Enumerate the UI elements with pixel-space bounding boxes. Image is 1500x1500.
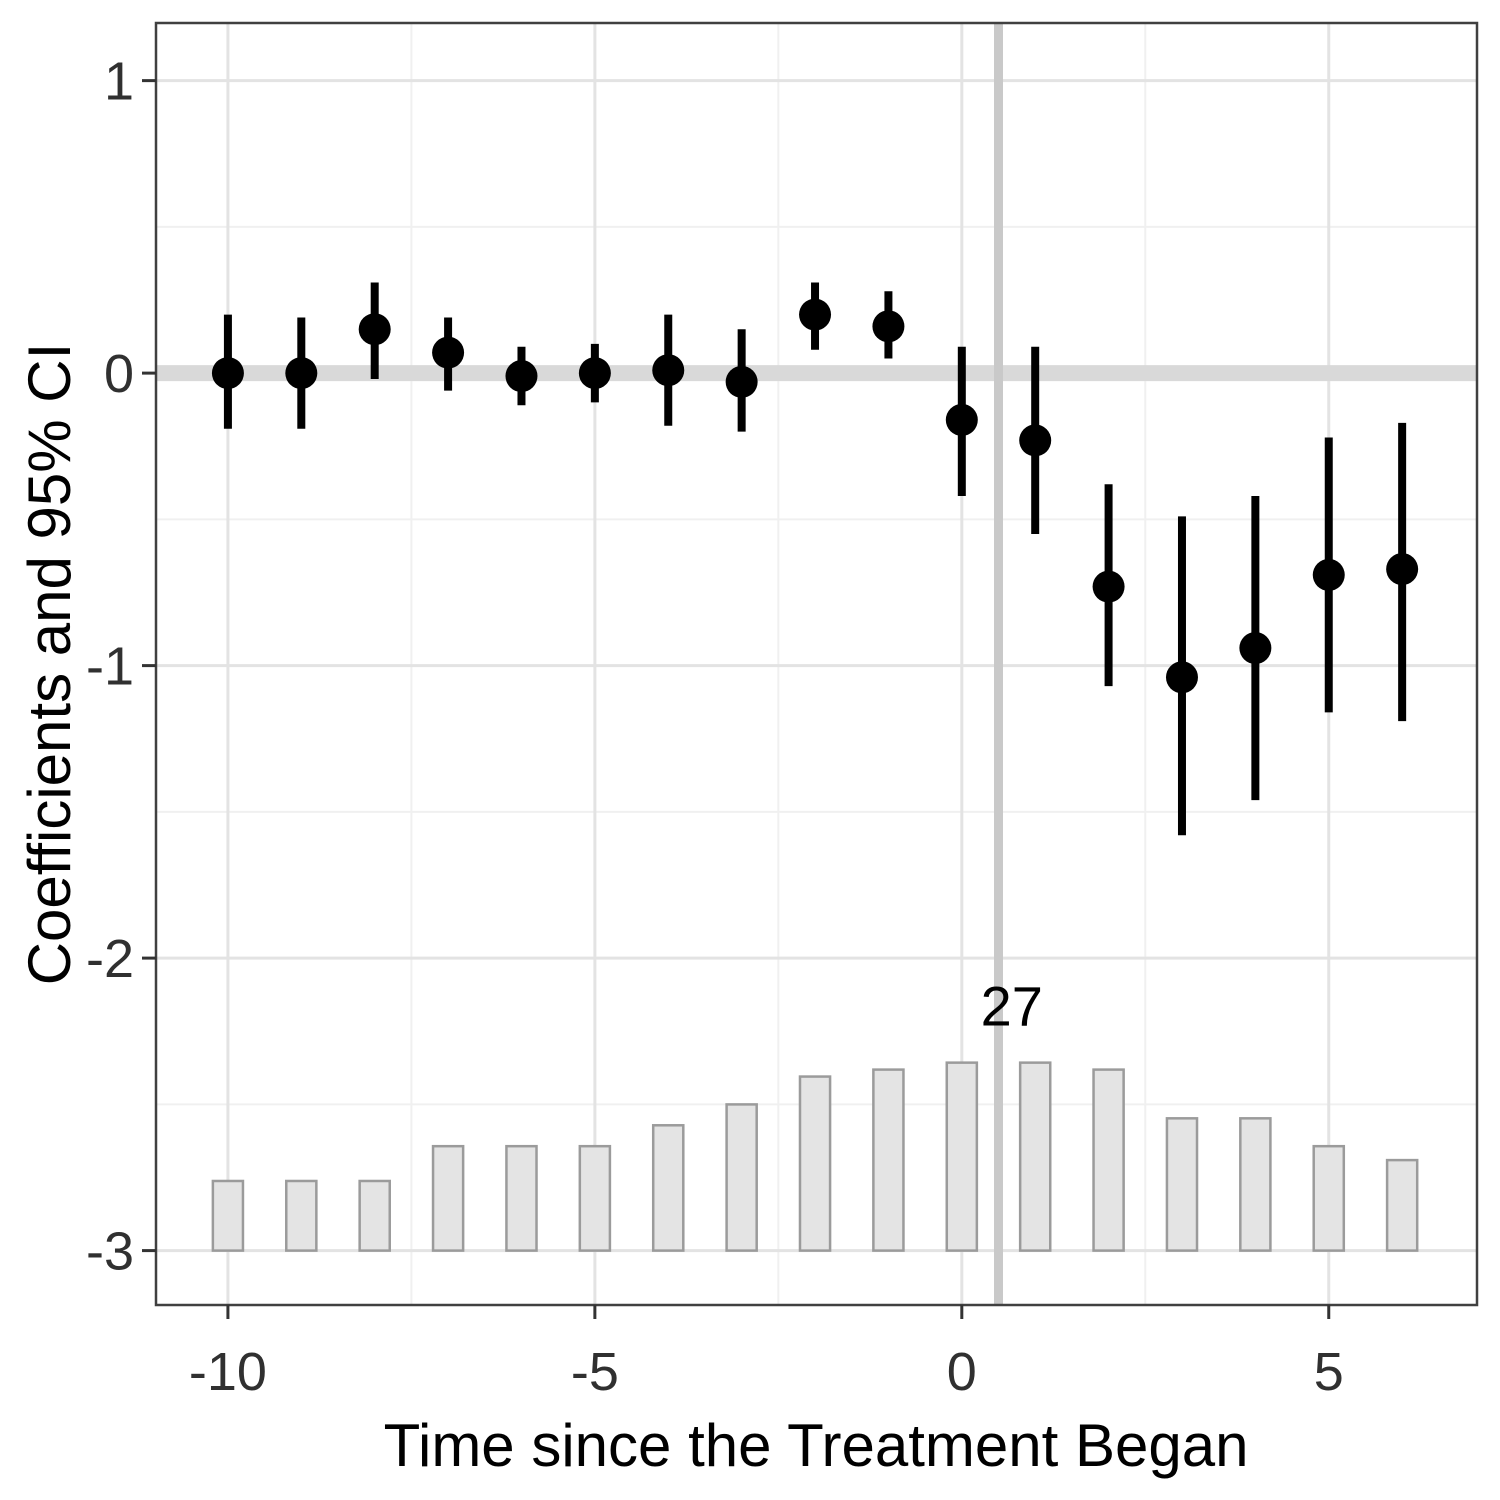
- treated-units-histogram-bar: [1165, 1117, 1199, 1252]
- y-tick-label: 1: [104, 52, 134, 112]
- coefficient-point: [799, 298, 832, 331]
- coefficient-point: [285, 357, 318, 390]
- coefficient-point: [505, 360, 538, 393]
- coefficient-point: [1239, 632, 1272, 665]
- treated-units-histogram-bar: [798, 1075, 832, 1252]
- treated-units-histogram-bar: [945, 1061, 979, 1252]
- coefficient-point: [1092, 570, 1125, 603]
- axes-layer: -10 -5 0 510-1-2-3: [86, 21, 1479, 1402]
- treated-units-histogram-bar: [725, 1103, 758, 1252]
- annotation-layer: 27: [981, 974, 1043, 1037]
- treated-units-histogram-bar: [285, 1179, 318, 1252]
- treated-units-histogram-bar: [431, 1144, 465, 1252]
- coefficient-point: [1165, 661, 1198, 694]
- x-tick-label: 5: [1314, 1342, 1344, 1402]
- x-tick-label: 0: [947, 1342, 977, 1402]
- treated-units-histogram-bar: [1239, 1117, 1272, 1252]
- coefficient-point: [725, 365, 758, 398]
- coefficient-point: [211, 357, 244, 390]
- y-tick-label: -3: [86, 1222, 134, 1282]
- x-axis-title: Time since the Treatment Began: [384, 1412, 1249, 1479]
- coefficient-point: [945, 403, 978, 436]
- y-tick-label: -2: [86, 929, 134, 989]
- treated-units-histogram-bar: [1385, 1158, 1419, 1252]
- max-count-annotation: 27: [981, 974, 1043, 1037]
- treated-units-histogram-bar: [578, 1144, 612, 1252]
- treated-units-histogram-bar: [1312, 1144, 1346, 1252]
- x-tick-label: -5: [571, 1342, 619, 1402]
- treated-units-histogram-bar: [1092, 1068, 1125, 1252]
- coefficient-point: [1386, 553, 1419, 586]
- treated-units-histogram-bar: [505, 1144, 538, 1252]
- panel-border: [154, 21, 1479, 1307]
- treated-units-histogram-bar: [1018, 1061, 1052, 1252]
- coefficient-point: [1312, 558, 1345, 591]
- histogram-layer: [211, 1061, 1419, 1252]
- y-tick-label: 0: [104, 344, 134, 404]
- y-axis-title: Coefficients and 95% CI: [16, 343, 83, 986]
- coefficient-point: [872, 310, 905, 343]
- coefficient-series-layer: [211, 282, 1419, 836]
- treated-units-histogram-bar: [651, 1124, 685, 1252]
- treated-units-histogram-bar: [211, 1179, 245, 1252]
- coefficient-point: [1019, 424, 1052, 457]
- treated-units-histogram-bar: [872, 1068, 905, 1252]
- coefficient-point: [652, 354, 685, 387]
- x-tick-label: -10: [189, 1342, 267, 1402]
- y-tick-label: -1: [86, 637, 134, 697]
- coefficient-point: [432, 336, 465, 369]
- treated-units-histogram-bar: [358, 1179, 391, 1252]
- coefficient-point: [578, 357, 611, 390]
- coefficient-point: [358, 313, 391, 346]
